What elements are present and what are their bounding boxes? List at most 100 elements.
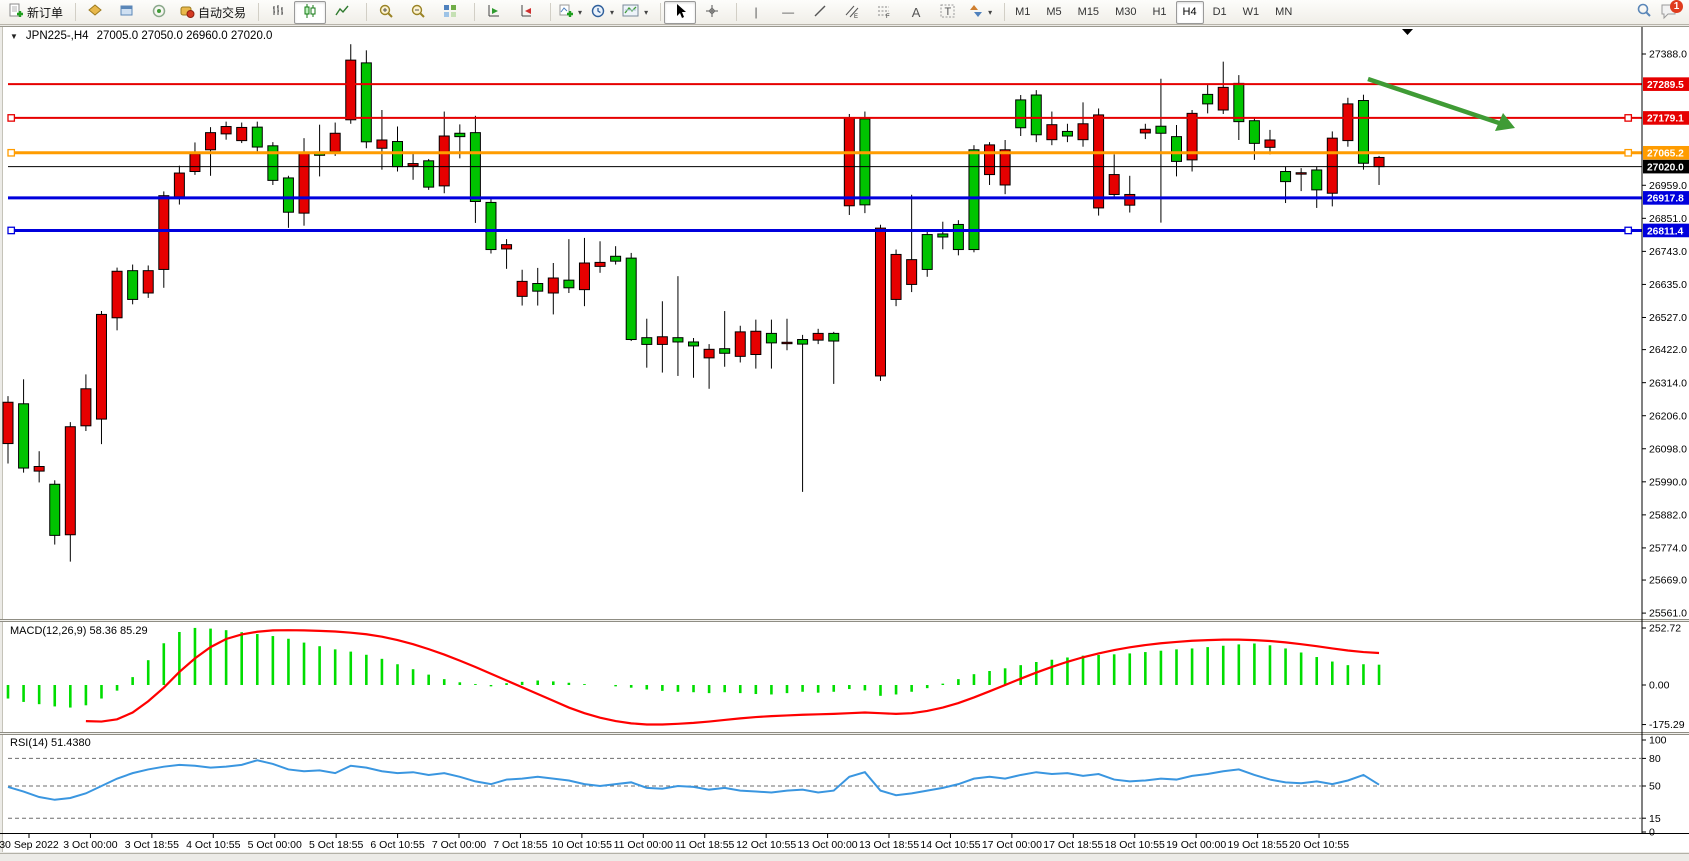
candle-body	[205, 132, 217, 151]
trendline-tool-icon	[812, 3, 828, 22]
candlestick-chart-icon	[302, 3, 318, 22]
data-window-button[interactable]	[111, 1, 143, 24]
timeframe-group: M1 M5 M15 M30 H1 H4 D1 W1 MN	[1008, 0, 1299, 24]
arrows-tool-icon	[968, 3, 984, 22]
chart-shift-button[interactable]	[510, 1, 542, 24]
text-tool-button[interactable]: A	[900, 1, 932, 24]
candle-body	[267, 145, 279, 181]
trendline-tool-button[interactable]	[804, 1, 836, 24]
price-badge	[1643, 145, 1689, 160]
candle-body	[547, 277, 559, 294]
candle-body	[33, 466, 45, 472]
candle-body	[501, 244, 513, 250]
price-tick-label: 25669.0	[1649, 575, 1687, 587]
chart-ohlc-values: 27005.0 27050.0 26960.0 27020.0	[96, 30, 273, 42]
zoom-out-button[interactable]	[402, 1, 434, 24]
notifications-button[interactable]: 1	[1659, 0, 1683, 22]
line-chart-button[interactable]	[326, 1, 358, 24]
periods-button[interactable]: ▾	[586, 1, 618, 24]
crosshair-icon	[704, 3, 720, 22]
candle-body	[1202, 93, 1214, 105]
signal-button[interactable]	[143, 1, 175, 24]
fibonacci-tool-icon: F	[876, 3, 892, 22]
auto-scroll-button[interactable]	[478, 1, 510, 24]
zoom-out-icon	[410, 3, 427, 22]
timeframe-W1[interactable]: W1	[1242, 6, 1260, 18]
candle-body	[1311, 169, 1323, 191]
candle-body	[750, 330, 762, 356]
tile-windows-button[interactable]	[434, 1, 466, 24]
autotrade-button[interactable]: 自动交易	[175, 1, 250, 24]
dropdown-caret: ▾	[578, 7, 583, 17]
horizontal-lines[interactable]	[7, 83, 1642, 235]
time-tick-label: 12 Oct 10:55	[736, 839, 796, 851]
crosshair-button[interactable]	[696, 1, 728, 24]
timeframe-H1[interactable]: H1	[1152, 6, 1167, 18]
candle-body	[360, 62, 372, 143]
candlestick-chart-button[interactable]	[294, 0, 327, 24]
vline-tool-button[interactable]: |	[740, 1, 772, 24]
candle-body	[80, 388, 92, 427]
candle-body	[843, 117, 855, 207]
candle-body	[999, 149, 1011, 186]
cursor-button[interactable]	[664, 0, 697, 24]
price-badge	[1643, 191, 1689, 205]
price-tick-label: 26206.0	[1649, 410, 1687, 422]
price-tick-label: 27388.0	[1649, 49, 1687, 61]
chart-dropdown-icon[interactable]: ▼	[10, 31, 18, 41]
arrows-tool-button[interactable]: ▾	[964, 1, 996, 24]
time-tick-label: 7 Oct 00:00	[432, 839, 486, 851]
indicators-icon	[558, 3, 574, 22]
timeframe-MN[interactable]: MN	[1275, 6, 1293, 18]
candle-body	[298, 152, 310, 214]
candle-body	[734, 331, 746, 357]
candle-body	[859, 118, 871, 206]
trend-arrow[interactable]	[1367, 76, 1503, 127]
candle-body	[1233, 82, 1245, 123]
timeframe-M15[interactable]: M15	[1077, 6, 1100, 18]
indicators-button[interactable]: ▾	[554, 1, 586, 24]
candle-body	[1030, 94, 1042, 136]
templates-button[interactable]: ▾	[618, 1, 652, 24]
market-watch-button[interactable]	[79, 1, 111, 24]
tile-windows-icon	[442, 3, 458, 22]
candle-body	[656, 336, 668, 345]
new-order-icon	[8, 3, 24, 22]
svg-text:T: T	[945, 6, 952, 18]
rsi-tick-label: 50	[1649, 781, 1661, 793]
candle-body	[641, 337, 653, 345]
search-icon[interactable]	[1635, 1, 1653, 24]
fibonacci-tool-button[interactable]: F	[868, 1, 900, 24]
candle-body	[438, 135, 450, 187]
time-tick-label: 30 Sep 2022	[0, 839, 59, 851]
hline-tool-button[interactable]: —	[772, 1, 804, 24]
timeframe-D1[interactable]: D1	[1212, 6, 1227, 18]
timeframe-H4[interactable]: H4	[1175, 0, 1204, 24]
separator	[360, 3, 368, 21]
candle-body	[158, 195, 170, 270]
autotrade-icon	[179, 3, 195, 22]
new-order-button[interactable]: 新订单	[4, 1, 67, 24]
channel-tool-button[interactable]: E	[836, 1, 868, 24]
clock-icon	[590, 3, 606, 22]
timeframe-M1[interactable]: M1	[1015, 6, 1031, 18]
label-tool-button[interactable]: T	[932, 1, 964, 24]
zoom-in-button[interactable]	[370, 1, 402, 24]
chart-menu-arrow-icon[interactable]	[1402, 29, 1413, 35]
candle-body	[1186, 112, 1198, 161]
candle-body	[1295, 172, 1307, 175]
candle-body	[906, 259, 918, 285]
candle-body	[1357, 100, 1369, 164]
bar-chart-button[interactable]	[262, 1, 294, 24]
time-tick-label: 3 Oct 00:00	[63, 839, 117, 851]
time-tick-label: 4 Oct 10:55	[186, 839, 240, 851]
candle-body	[921, 234, 933, 270]
autotrade-label: 自动交易	[198, 5, 247, 20]
candle-body	[18, 403, 30, 469]
macd-signal-line	[85, 629, 1380, 726]
price-tick-label: 26743.0	[1649, 246, 1687, 258]
timeframe-M5[interactable]: M5	[1046, 6, 1062, 18]
price-badge	[1643, 77, 1689, 91]
timeframe-M30[interactable]: M30	[1115, 6, 1137, 18]
